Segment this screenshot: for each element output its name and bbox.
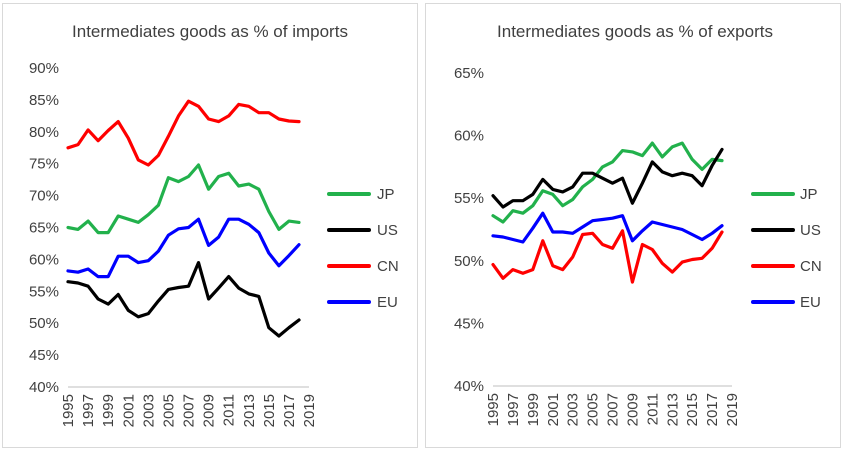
imports-series-line-eu [66, 217, 301, 279]
imports-legend-label-jp: JP [377, 186, 395, 203]
exports-series-line-jp [491, 141, 724, 224]
imports-x-tick-label: 2005 [160, 394, 177, 427]
exports-y-tick-label: 65% [454, 65, 484, 82]
imports-chart-panel: Intermediates goods as % of imports 40% 45… [2, 3, 418, 448]
exports-x-tick-label: 1997 [505, 393, 522, 426]
imports-y-tick-label: 60% [29, 251, 59, 268]
exports-x-tick-label: 2011 [644, 393, 661, 425]
exports-series-line-cn [491, 229, 724, 284]
exports-x-tick-label: 2015 [684, 393, 701, 426]
exports-x-tick-label: 2007 [605, 393, 622, 426]
imports-x-tick-label: 1995 [60, 394, 77, 427]
imports-x-tick-label: 2017 [281, 394, 298, 427]
exports-y-tick-label: 45% [454, 315, 484, 332]
imports-x-tick-label: 2001 [120, 394, 137, 427]
imports-x-tick-label: 1999 [100, 394, 117, 427]
exports-chart: Intermediates goods as % of exports 40% 45… [454, 22, 822, 426]
exports-x-tick-label: 2003 [565, 393, 582, 426]
exports-legend-label-us: US [800, 222, 821, 239]
imports-chart-title: Intermediates goods as % of imports [72, 22, 348, 41]
exports-chart-title: Intermediates goods as % of exports [497, 22, 773, 41]
imports-series-line-us [66, 261, 301, 338]
exports-y-tick-label: 60% [454, 128, 484, 145]
imports-y-tick-label: 45% [29, 347, 59, 364]
imports-legend-label-us: US [377, 222, 398, 239]
imports-y-tick-label: 75% [29, 156, 59, 173]
exports-x-tick-label: 1995 [485, 393, 502, 426]
imports-y-tick-label: 65% [29, 220, 59, 237]
exports-x-tick-label: 2013 [664, 393, 681, 426]
imports-x-tick-label: 2015 [261, 394, 278, 427]
exports-x-tick-label: 2001 [545, 393, 562, 426]
exports-chart-panel: Intermediates goods as % of exports 40% 45… [425, 3, 841, 448]
exports-x-tick-label: 2009 [624, 393, 641, 426]
exports-legend-label-eu: EU [800, 294, 821, 311]
exports-series-line-eu [491, 211, 724, 244]
exports-series-line-us [491, 147, 724, 209]
exports-legend-label-cn: CN [800, 258, 822, 275]
imports-y-tick-label: 40% [29, 379, 59, 396]
exports-y-tick-label: 55% [454, 190, 484, 207]
exports-y-tick-label: 50% [454, 253, 484, 270]
imports-y-tick-label: 50% [29, 315, 59, 332]
imports-y-tick-label: 70% [29, 188, 59, 205]
exports-y-tick-label: 40% [454, 378, 484, 395]
imports-y-tick-label: 85% [29, 92, 59, 109]
exports-x-tick-label: 2005 [585, 393, 602, 426]
imports-legend-label-eu: EU [377, 294, 398, 311]
imports-x-tick-label: 2003 [140, 394, 157, 427]
exports-legend-label-jp: JP [800, 186, 818, 203]
imports-x-tick-label: 2011 [221, 394, 238, 426]
imports-x-tick-label: 2009 [201, 394, 218, 427]
imports-series-line-cn [66, 99, 301, 167]
imports-series-line-jp [66, 163, 301, 235]
imports-x-tick-label: 2019 [301, 394, 318, 427]
exports-x-tick-label: 2019 [724, 393, 741, 426]
imports-y-tick-label: 90% [29, 60, 59, 77]
imports-y-tick-label: 55% [29, 283, 59, 300]
imports-chart: Intermediates goods as % of imports 40% 45… [29, 22, 399, 427]
imports-y-tick-label: 80% [29, 124, 59, 141]
imports-x-tick-label: 2007 [181, 394, 198, 427]
imports-legend-label-cn: CN [377, 258, 399, 275]
imports-x-tick-label: 2013 [241, 394, 258, 427]
imports-x-tick-label: 1997 [80, 394, 97, 427]
exports-x-tick-label: 1999 [525, 393, 542, 426]
exports-x-tick-label: 2017 [704, 393, 721, 426]
